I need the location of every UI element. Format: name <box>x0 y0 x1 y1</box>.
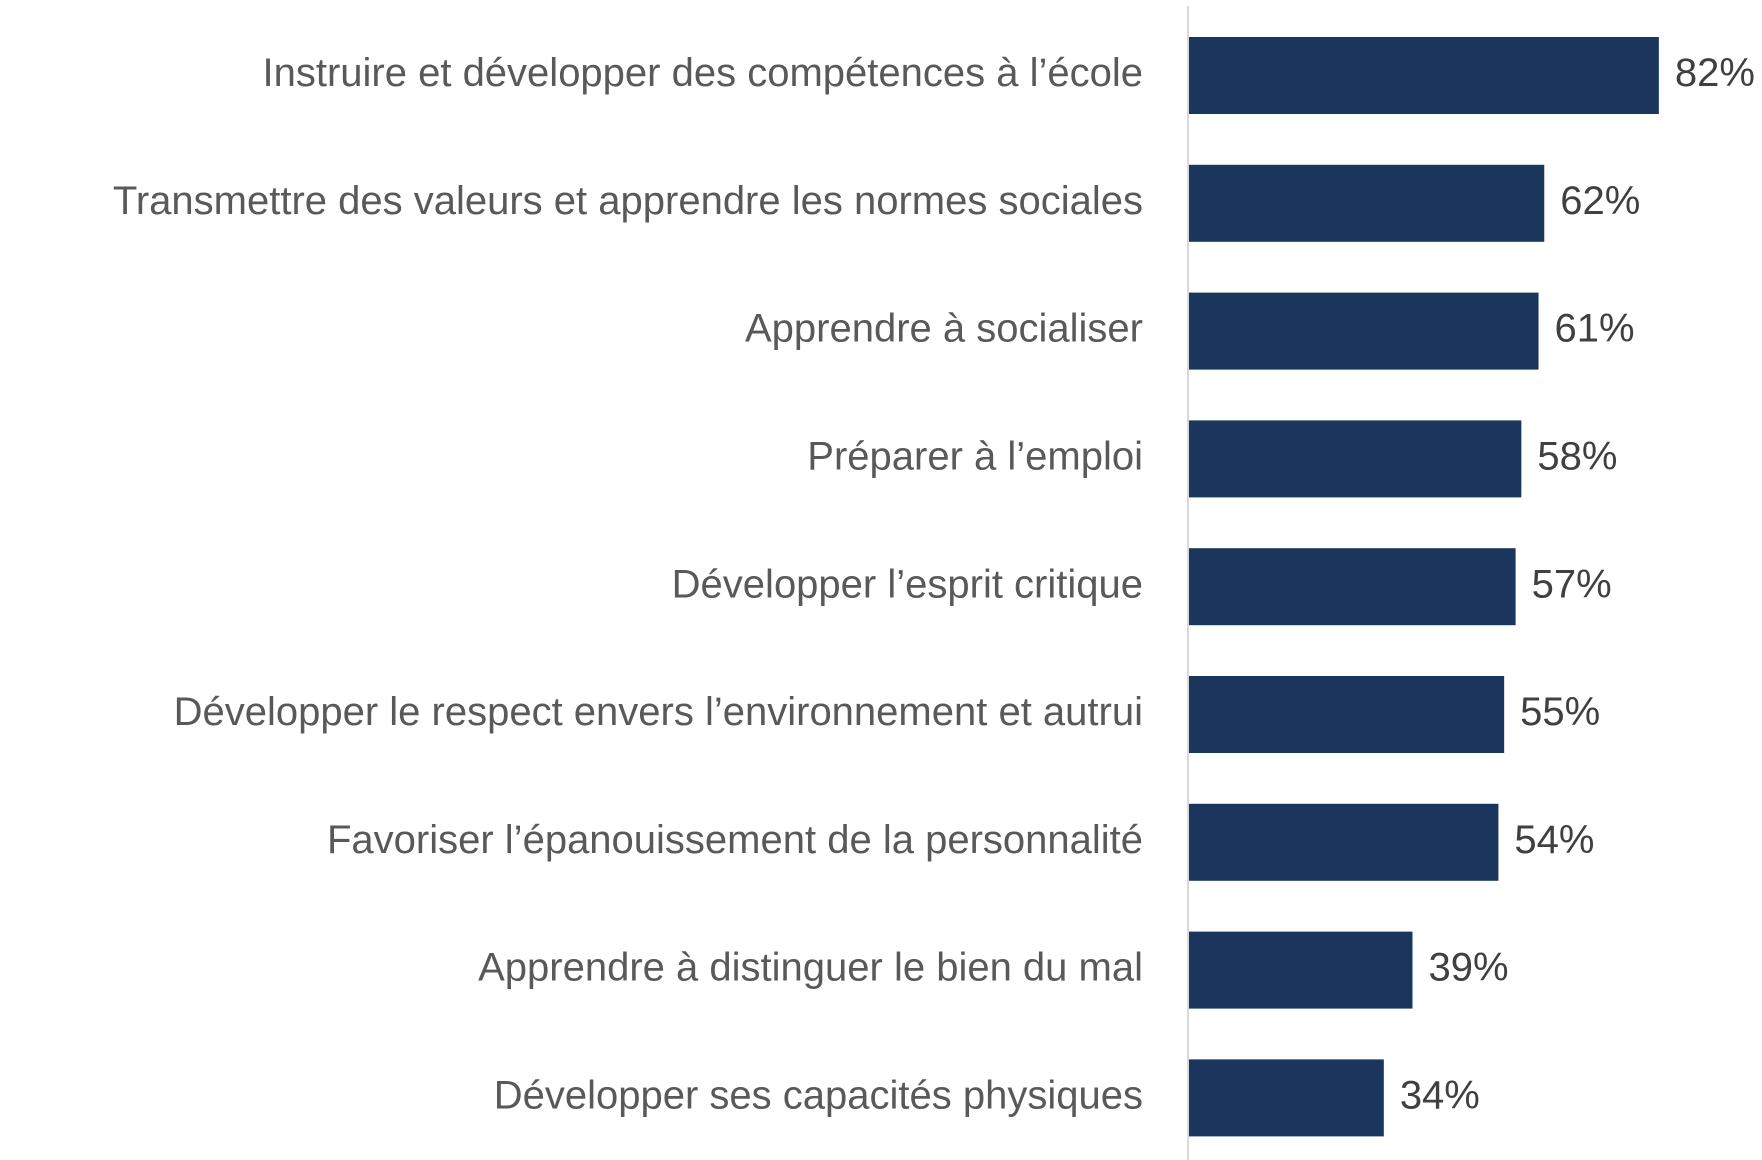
bar <box>1189 548 1516 626</box>
category-label: Apprendre à socialiser <box>745 307 1143 351</box>
category-label: Préparer à l’emploi <box>807 434 1143 478</box>
category-label: Développer l’esprit critique <box>672 562 1143 606</box>
value-label: 61% <box>1555 307 1635 351</box>
bar <box>1189 420 1522 498</box>
value-label: 58% <box>1537 434 1617 478</box>
bar <box>1189 37 1659 114</box>
bar <box>1189 803 1499 881</box>
value-label: 57% <box>1532 562 1612 606</box>
category-label: Transmettre des valeurs et apprendre les… <box>113 179 1143 223</box>
category-label: Instruire et développer des compétences … <box>262 51 1143 95</box>
category-label: Apprendre à distinguer le bien du mal <box>478 946 1143 990</box>
value-label: 62% <box>1560 179 1640 223</box>
value-label: 82% <box>1675 51 1755 95</box>
value-label: 55% <box>1520 690 1600 734</box>
value-label: 34% <box>1400 1073 1480 1117</box>
bar <box>1189 164 1545 242</box>
bar <box>1189 676 1505 753</box>
value-label: 39% <box>1428 946 1508 990</box>
value-label: 54% <box>1514 818 1594 862</box>
category-label: Favoriser l’épanouissement de la personn… <box>327 818 1143 862</box>
category-label: Développer ses capacités physiques <box>494 1073 1143 1117</box>
bar <box>1189 292 1539 370</box>
category-label: Développer le respect envers l’environne… <box>174 690 1143 734</box>
bar <box>1189 931 1413 1009</box>
bar <box>1189 1059 1384 1137</box>
